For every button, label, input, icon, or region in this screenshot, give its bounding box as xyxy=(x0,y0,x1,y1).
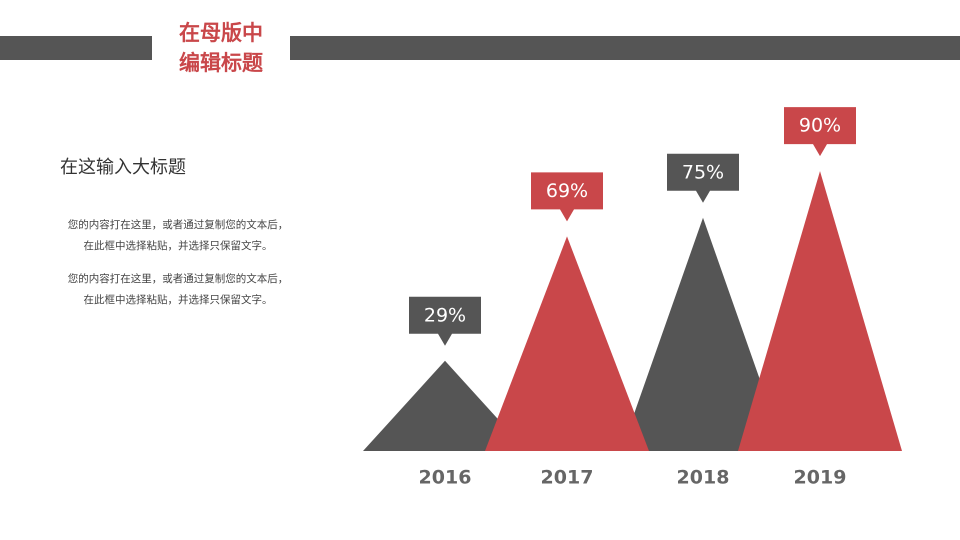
header-bar-left xyxy=(0,36,152,60)
triangle xyxy=(738,171,902,451)
callout xyxy=(531,172,603,222)
value-label: 90% xyxy=(799,115,841,137)
triangle xyxy=(485,236,649,451)
x-tick-label: 2016 xyxy=(419,467,472,489)
callout xyxy=(784,107,856,157)
x-tick-label: 2019 xyxy=(794,467,847,489)
paragraph: 您的内容打在这里，或者通过复制您的文本后， xyxy=(68,218,289,231)
heading: 在这输入大标题 xyxy=(60,157,186,178)
header-title: 编辑标题 xyxy=(179,51,264,75)
triangle xyxy=(363,360,527,451)
value-label: 69% xyxy=(546,180,588,202)
value-label: 29% xyxy=(424,304,466,326)
value-label: 75% xyxy=(682,161,724,183)
x-tick-label: 2018 xyxy=(677,467,730,489)
header-bar-right xyxy=(290,36,960,60)
callout xyxy=(409,296,481,346)
triangle xyxy=(621,217,785,451)
paragraph: 您的内容打在这里，或者通过复制您的文本后， xyxy=(68,272,289,285)
paragraph: 在此框中选择粘贴，并选择只保留文字。 xyxy=(84,293,273,306)
callout xyxy=(667,153,739,203)
header-title: 在母版中 xyxy=(179,21,263,45)
x-tick-label: 2017 xyxy=(541,467,594,489)
paragraph: 在此框中选择粘贴，并选择只保留文字。 xyxy=(84,239,273,252)
